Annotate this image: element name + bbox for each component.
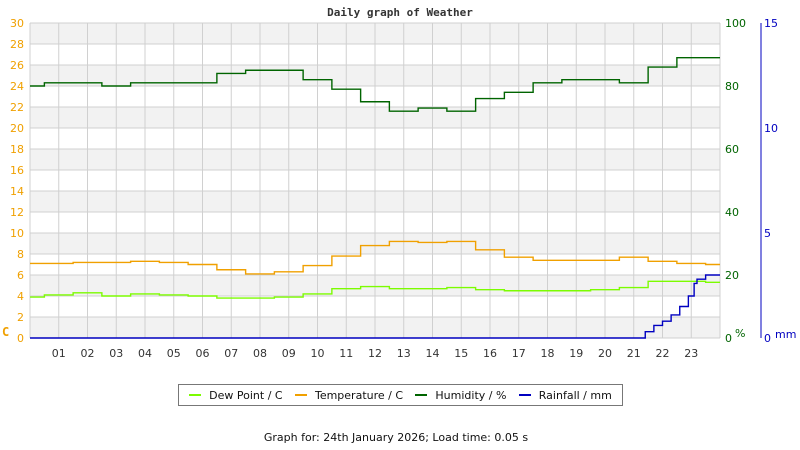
svg-text:12: 12 <box>368 347 382 360</box>
legend-label: Rainfall / mm <box>538 388 612 402</box>
svg-text:14: 14 <box>10 185 24 198</box>
vertical-gridlines <box>29 23 721 338</box>
humidity-line <box>30 56 720 112</box>
humidity-swatch-icon <box>415 394 428 396</box>
svg-text:20: 20 <box>10 122 24 135</box>
svg-text:20: 20 <box>598 347 612 360</box>
rainfall-line <box>30 274 720 339</box>
svg-text:23: 23 <box>684 347 698 360</box>
svg-text:30: 30 <box>10 17 24 30</box>
svg-text:16: 16 <box>483 347 497 360</box>
chart-title: Daily graph of Weather <box>327 6 473 19</box>
svg-text:04: 04 <box>138 347 152 360</box>
right-axis-rainfall: 0 5 10 15 mm <box>760 17 796 345</box>
svg-text:03: 03 <box>109 347 123 360</box>
legend-label: Temperature / C <box>314 388 404 402</box>
svg-text:16: 16 <box>10 164 24 177</box>
svg-text:22: 22 <box>656 347 670 360</box>
svg-text:13: 13 <box>397 347 411 360</box>
svg-text:28: 28 <box>10 38 24 51</box>
svg-text:06: 06 <box>196 347 210 360</box>
svg-text:07: 07 <box>224 347 238 360</box>
svg-text:24: 24 <box>10 80 24 93</box>
series-lines <box>30 56 720 339</box>
legend-item-temperature[interactable]: Temperature / C <box>294 388 404 402</box>
legend-label: Dew Point / C <box>209 388 283 402</box>
svg-text:4: 4 <box>17 290 24 303</box>
svg-text:2: 2 <box>17 311 24 324</box>
svg-text:08: 08 <box>253 347 267 360</box>
svg-text:10: 10 <box>10 227 24 240</box>
svg-text:12: 12 <box>10 206 24 219</box>
svg-text:0: 0 <box>17 332 24 345</box>
graph-footer: Graph for: 24th January 2026; Load time:… <box>263 431 529 444</box>
svg-text:60: 60 <box>725 143 739 156</box>
svg-text:09: 09 <box>282 347 296 360</box>
temperature-swatch-icon <box>294 394 307 396</box>
svg-text:C: C <box>2 325 9 339</box>
dew-point-line <box>30 280 720 299</box>
svg-text:19: 19 <box>569 347 583 360</box>
svg-text:18: 18 <box>541 347 555 360</box>
svg-text:5: 5 <box>764 227 771 240</box>
svg-text:05: 05 <box>167 347 181 360</box>
svg-text:18: 18 <box>10 143 24 156</box>
svg-text:15: 15 <box>454 347 468 360</box>
svg-text:6: 6 <box>17 269 24 282</box>
legend-item-dew-point[interactable]: Dew Point / C <box>189 388 283 402</box>
svg-text:80: 80 <box>725 80 739 93</box>
rainfall-swatch-icon <box>518 394 531 396</box>
svg-text:11: 11 <box>339 347 353 360</box>
svg-text:40: 40 <box>725 206 739 219</box>
svg-text:0: 0 <box>725 332 732 345</box>
svg-text:17: 17 <box>512 347 526 360</box>
svg-text:02: 02 <box>81 347 95 360</box>
svg-text:20: 20 <box>725 269 739 282</box>
svg-text:15: 15 <box>764 17 778 30</box>
dew-point-swatch-icon <box>189 394 202 396</box>
svg-text:22: 22 <box>10 101 24 114</box>
svg-text:21: 21 <box>627 347 641 360</box>
chart-legend: Dew Point / C Temperature / C Humidity /… <box>178 384 623 406</box>
horizontal-gridlines <box>30 22 720 339</box>
svg-text:0: 0 <box>764 332 771 345</box>
svg-text:%: % <box>735 327 745 340</box>
x-axis-hours: 01 02 03 04 05 06 07 08 09 10 11 12 13 14 15 16 17 18 19 20… <box>52 347 699 360</box>
svg-text:8: 8 <box>17 248 24 261</box>
svg-text:100: 100 <box>725 17 746 30</box>
svg-text:10: 10 <box>311 347 325 360</box>
legend-label: Humidity / % <box>435 388 507 402</box>
svg-text:14: 14 <box>426 347 440 360</box>
right-axis-humidity: 0 20 40 60 80 100% <box>725 17 746 345</box>
svg-text:01: 01 <box>52 347 66 360</box>
legend-item-rainfall[interactable]: Rainfall / mm <box>518 388 612 402</box>
svg-text:26: 26 <box>10 59 24 72</box>
temperature-line <box>30 240 720 275</box>
legend-item-humidity[interactable]: Humidity / % <box>415 389 506 402</box>
svg-text:mm: mm <box>775 328 796 341</box>
svg-text:10: 10 <box>764 122 778 135</box>
